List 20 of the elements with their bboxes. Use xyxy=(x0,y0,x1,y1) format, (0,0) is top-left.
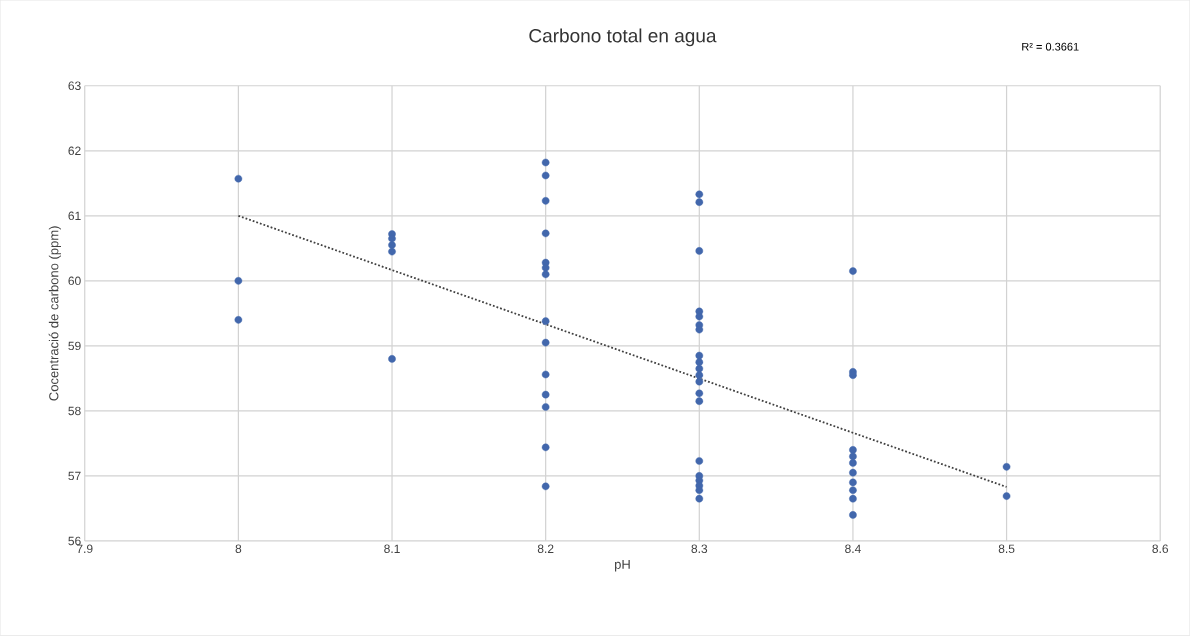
chart-title: Carbono total en agua xyxy=(529,28,717,47)
x-tick-label: 8.4 xyxy=(845,544,861,554)
x-tick-label: 8.6 xyxy=(1152,544,1169,554)
text: R² = 0.3661 xyxy=(1022,42,1079,51)
x-tick-label: 8.1 xyxy=(384,544,400,554)
x-axis-title: pH xyxy=(615,560,630,572)
x-tick-label: 8.5 xyxy=(998,544,1015,554)
y-tick-label: 58 xyxy=(68,406,81,416)
x-tick-label: 8 xyxy=(235,544,242,554)
y-tick-label: 60 xyxy=(68,276,81,286)
y-axis-title: Cocentració de carbono (ppm) xyxy=(48,226,61,401)
y-tick-label: 63 xyxy=(68,81,81,91)
y-tick-label: 57 xyxy=(68,471,81,481)
x-tick-label: 8.3 xyxy=(691,544,708,554)
x-tick-label: 8.2 xyxy=(537,544,554,554)
x-tick-label: 7.9 xyxy=(77,544,93,554)
y-tick-label: 59 xyxy=(68,341,81,351)
y-tick-label: 56 xyxy=(68,536,81,546)
y-tick-label: 62 xyxy=(68,146,81,156)
y-tick-label: 61 xyxy=(68,211,81,221)
